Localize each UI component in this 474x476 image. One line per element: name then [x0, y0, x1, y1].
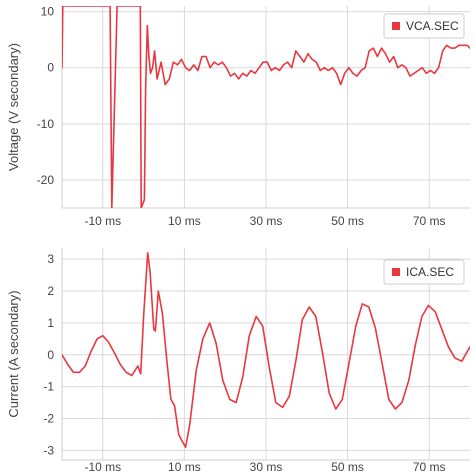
current-legend-swatch [392, 268, 400, 276]
voltage-y-tick-label: 0 [47, 61, 54, 75]
current-y-tick-label: 3 [47, 252, 54, 266]
voltage-x-tick-label: 30 ms [250, 214, 283, 228]
current-y-axis-title: Current (A secondary) [6, 290, 21, 417]
current-legend-label: ICA.SEC [406, 265, 454, 279]
voltage-y-tick-label: -20 [37, 173, 55, 187]
voltage-x-tick-label: 70 ms [413, 214, 446, 228]
current-grid [62, 248, 470, 460]
voltage-y-tick-label: -10 [37, 117, 55, 131]
voltage-legend-box [383, 13, 465, 39]
current-x-tick-label: 10 ms [168, 460, 201, 474]
current-y-tick-label: 2 [47, 284, 54, 298]
voltage-series-line [62, 6, 470, 208]
voltage-y-tick-label: 10 [41, 5, 55, 19]
current-y-tick-label: 0 [47, 348, 54, 362]
current-legend-box [383, 259, 465, 285]
current-x-tick-label: 30 ms [250, 460, 283, 474]
voltage-x-tick-label: 10 ms [168, 214, 201, 228]
current-x-tick-label: 70 ms [413, 460, 446, 474]
voltage-legend-label: VCA.SEC [406, 19, 459, 33]
current-series-line [62, 251, 470, 448]
current-chart: 3 2 1 0 -1 -2 -3 -10 ms 10 ms 30 ms 50 ms 70 ms Curr… [6, 248, 470, 474]
current-y-tick-label: 1 [47, 316, 54, 330]
voltage-y-axis-title: Voltage (V secondary) [6, 43, 21, 171]
current-legend[interactable]: ICA.SEC [383, 259, 465, 285]
voltage-x-tick-label: 50 ms [331, 214, 364, 228]
voltage-legend-swatch [392, 22, 400, 30]
voltage-grid [62, 6, 470, 208]
voltage-legend[interactable]: VCA.SEC [383, 13, 465, 39]
voltage-chart: 10 0 -10 -20 -10 ms 10 ms 30 ms 50 ms 70 ms Volta… [6, 5, 470, 228]
current-x-tick-label: 50 ms [331, 460, 364, 474]
current-y-tick-label: -3 [43, 443, 54, 457]
current-x-tick-label: -10 ms [84, 460, 121, 474]
current-y-tick-label: -2 [43, 412, 54, 426]
voltage-x-tick-label: -10 ms [84, 214, 121, 228]
current-y-tick-label: -1 [43, 380, 54, 394]
